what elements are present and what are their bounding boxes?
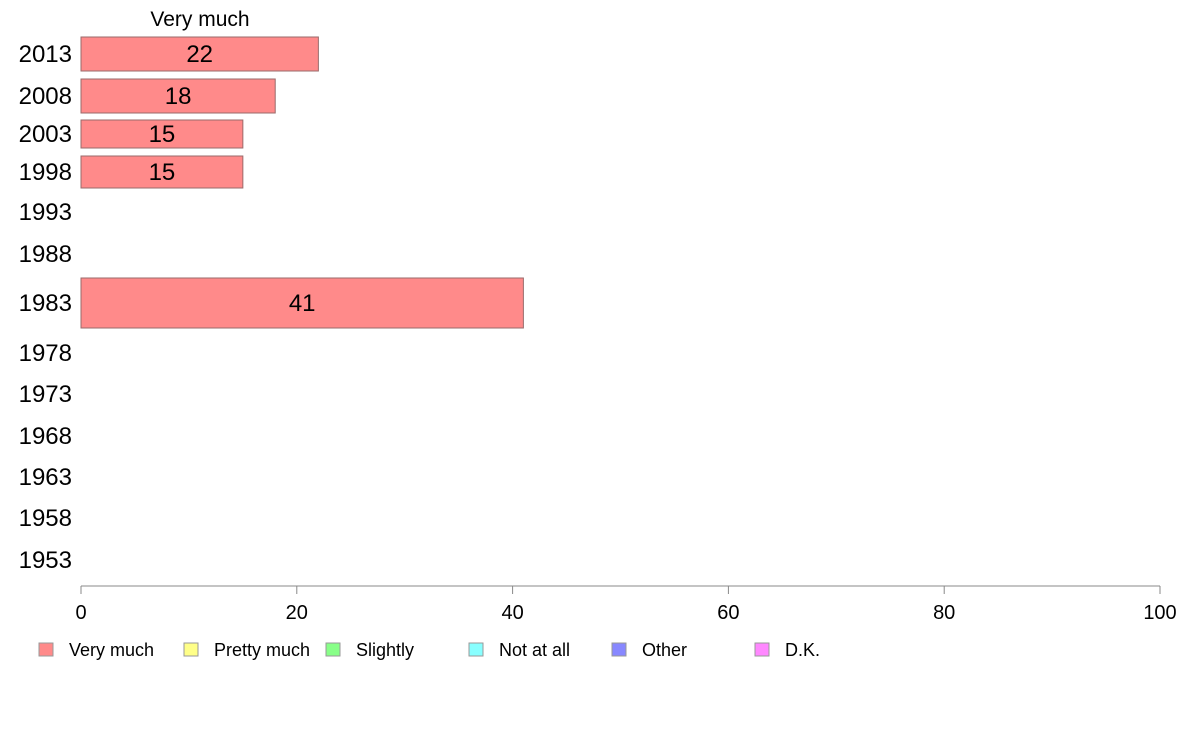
legend-swatch-not-at-all	[468, 642, 484, 657]
bar-1998	[80, 155, 244, 189]
x-tick-label-100: 100	[1143, 602, 1176, 624]
year-label-1983: 1983	[19, 290, 72, 317]
bar-1983	[80, 277, 524, 329]
year-label-1978: 1978	[19, 340, 72, 367]
legend-label-not-at-all: Not at all	[499, 640, 570, 660]
year-label-2008: 2008	[19, 83, 72, 110]
year-label-2013: 2013	[19, 41, 72, 68]
x-axis: 0 20 40 60 80 100	[75, 585, 1177, 624]
year-label-1958: 1958	[19, 505, 72, 532]
year-label-1998: 1998	[19, 159, 72, 186]
bar-2008	[80, 78, 276, 114]
x-tick-label-40: 40	[501, 602, 523, 624]
legend-swatch-other	[611, 642, 627, 657]
year-labels: 2013 2008 2003 1998 1993 1988 1983 1978 1973 1968…	[19, 41, 72, 574]
x-tick-label-0: 0	[75, 602, 86, 624]
bar-label-2013: 22	[186, 41, 213, 68]
year-label-1973: 1973	[19, 381, 72, 408]
x-tick-label-60: 60	[717, 602, 739, 624]
legend-swatch-d-k	[754, 642, 770, 657]
legend-swatch-slightly	[325, 642, 341, 657]
year-label-1993: 1993	[19, 199, 72, 226]
legend-swatch-pretty-much	[183, 642, 199, 657]
year-label-2003: 2003	[19, 121, 72, 148]
legend-swatch-very-much	[38, 642, 54, 657]
bar-2013	[80, 36, 319, 72]
bar-2003	[80, 119, 244, 149]
year-label-1988: 1988	[19, 241, 72, 268]
bar-label-2008: 18	[165, 83, 192, 110]
column-header: Very much	[150, 8, 249, 31]
x-tick-label-20: 20	[286, 602, 308, 624]
bar-label-1983: 41	[289, 290, 316, 317]
year-label-1968: 1968	[19, 423, 72, 450]
legend-label-very-much: Very much	[69, 640, 154, 660]
x-tick-label-80: 80	[933, 602, 955, 624]
legend-label-slightly: Slightly	[356, 640, 414, 660]
year-label-1963: 1963	[19, 464, 72, 491]
bar-label-2003: 15	[149, 121, 176, 148]
bars: 22 18 15 15 41	[80, 36, 524, 329]
legend-label-pretty-much: Pretty much	[214, 640, 310, 660]
legend: Very much Pretty much Slightly Not at all Ot…	[38, 640, 820, 660]
year-label-1953: 1953	[19, 547, 72, 574]
bar-label-1998: 15	[149, 159, 176, 186]
legend-label-other: Other	[642, 640, 687, 660]
legend-label-d-k: D.K.	[785, 640, 820, 660]
